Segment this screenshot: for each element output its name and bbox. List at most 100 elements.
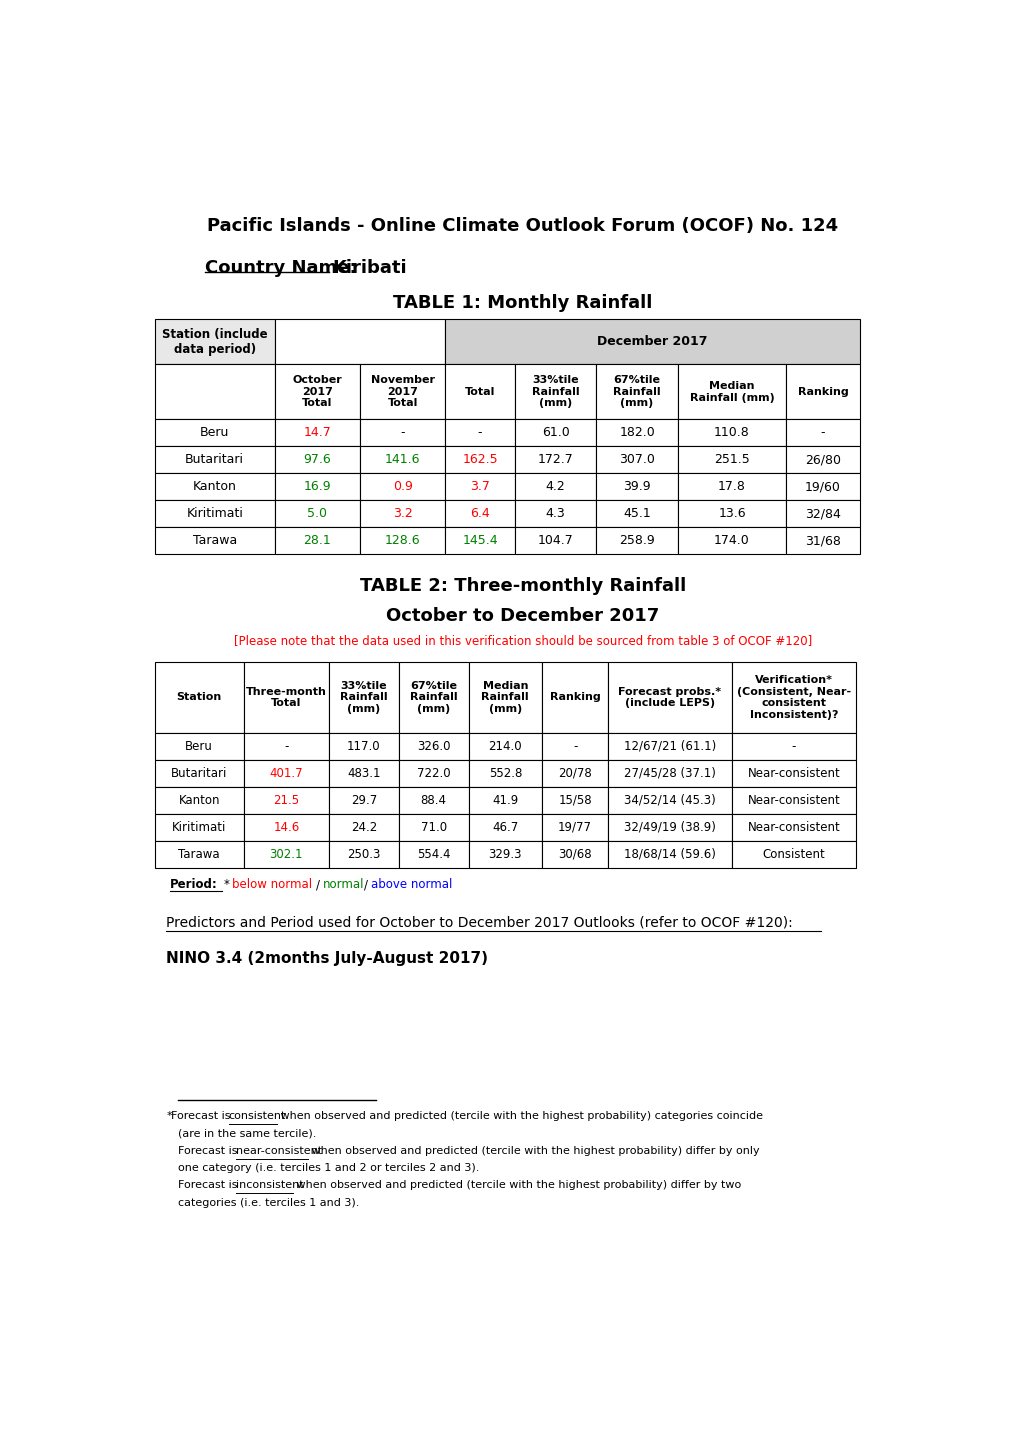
Bar (786, 420, 859, 447)
Text: 13.6: 13.6 (717, 508, 745, 521)
Bar (541, 733, 607, 760)
Bar (596, 500, 677, 528)
Text: 251.5: 251.5 (713, 453, 749, 466)
Text: Consistent: Consistent (762, 848, 824, 861)
Text: Near-consistent: Near-consistent (747, 767, 840, 780)
Bar (155, 662, 244, 733)
Text: Median
Rainfall
(mm): Median Rainfall (mm) (481, 681, 529, 714)
Text: /: / (364, 878, 368, 891)
Bar (786, 363, 859, 420)
Text: 258.9: 258.9 (619, 534, 654, 547)
Text: 30/68: 30/68 (557, 848, 591, 861)
Bar (515, 420, 596, 447)
Bar (732, 662, 855, 733)
Bar (360, 363, 445, 420)
Text: Predictors and Period used for October to December 2017 Outlooks (refer to OCOF : Predictors and Period used for October t… (166, 916, 792, 929)
Bar (445, 420, 515, 447)
Bar (515, 500, 596, 528)
Text: when observed and predicted (tercile with the highest probability) categories co: when observed and predicted (tercile wit… (276, 1110, 762, 1120)
Text: 41.9: 41.9 (492, 793, 518, 806)
Bar (155, 363, 274, 420)
Bar (155, 787, 244, 813)
Bar (329, 841, 398, 868)
Text: 4.2: 4.2 (545, 480, 565, 493)
Text: 31/68: 31/68 (804, 534, 841, 547)
Text: *: * (223, 878, 229, 891)
Bar (398, 841, 468, 868)
Bar (155, 420, 274, 447)
Text: Median
Rainfall (mm): Median Rainfall (mm) (689, 381, 773, 402)
Bar (541, 662, 607, 733)
Text: 19/60: 19/60 (804, 480, 841, 493)
Text: Kanton: Kanton (193, 480, 236, 493)
Bar (360, 528, 445, 554)
Text: 14.6: 14.6 (273, 820, 300, 833)
Bar (541, 813, 607, 841)
Bar (274, 447, 360, 473)
Text: 110.8: 110.8 (713, 427, 749, 440)
Bar (515, 363, 596, 420)
Bar (274, 500, 360, 528)
Bar (360, 500, 445, 528)
Bar (607, 662, 732, 733)
Text: Beru: Beru (200, 427, 229, 440)
Bar (155, 760, 244, 787)
Text: near-consistent: near-consistent (235, 1145, 321, 1155)
Text: Period:: Period: (170, 878, 218, 891)
Text: 19/77: 19/77 (557, 820, 591, 833)
Text: 3.7: 3.7 (470, 480, 489, 493)
Bar (244, 760, 329, 787)
Bar (677, 473, 786, 500)
Text: -: - (400, 427, 405, 440)
Text: Butaritari: Butaritari (185, 453, 244, 466)
Bar (244, 841, 329, 868)
Text: November
2017
Total: November 2017 Total (370, 375, 434, 408)
Text: 12/67/21 (61.1): 12/67/21 (61.1) (624, 740, 715, 753)
Text: 45.1: 45.1 (623, 508, 650, 521)
Bar (541, 787, 607, 813)
Text: categories (i.e. terciles 1 and 3).: categories (i.e. terciles 1 and 3). (177, 1197, 359, 1207)
Bar (155, 473, 274, 500)
Bar (468, 841, 541, 868)
Text: 401.7: 401.7 (269, 767, 303, 780)
Text: Butaritari: Butaritari (171, 767, 227, 780)
Bar (786, 447, 859, 473)
Bar (329, 813, 398, 841)
Bar (244, 662, 329, 733)
Text: 34/52/14 (45.3): 34/52/14 (45.3) (624, 793, 715, 806)
Text: Forecast is: Forecast is (177, 1180, 240, 1190)
Bar (732, 841, 855, 868)
Bar (155, 733, 244, 760)
Bar (329, 787, 398, 813)
Text: 71.0: 71.0 (420, 820, 446, 833)
Text: 67%tile
Rainfall
(mm): 67%tile Rainfall (mm) (410, 681, 457, 714)
Text: 97.6: 97.6 (304, 453, 331, 466)
Bar (515, 528, 596, 554)
Text: when observed and predicted (tercile with the highest probability) differ by onl: when observed and predicted (tercile wit… (308, 1145, 758, 1155)
Bar (607, 733, 732, 760)
Bar (155, 500, 274, 528)
Bar (398, 813, 468, 841)
Text: normal: normal (322, 878, 364, 891)
Bar (445, 363, 515, 420)
Text: *: * (166, 1110, 172, 1120)
Bar (541, 841, 607, 868)
Text: 483.1: 483.1 (346, 767, 380, 780)
Text: Pacific Islands - Online Climate Outlook Forum (OCOF) No. 124: Pacific Islands - Online Climate Outlook… (207, 216, 838, 235)
Text: inconsistent: inconsistent (235, 1180, 303, 1190)
Text: Beru: Beru (185, 740, 213, 753)
Bar (468, 733, 541, 760)
Bar (468, 787, 541, 813)
Bar (360, 447, 445, 473)
Text: Country Name:: Country Name: (205, 260, 357, 277)
Text: 61.0: 61.0 (541, 427, 569, 440)
Bar (677, 500, 786, 528)
Bar (596, 420, 677, 447)
Bar (596, 528, 677, 554)
Text: 21.5: 21.5 (273, 793, 300, 806)
Bar (274, 319, 445, 363)
Bar (244, 787, 329, 813)
Bar (515, 473, 596, 500)
Bar (677, 447, 786, 473)
Text: 172.7: 172.7 (537, 453, 573, 466)
